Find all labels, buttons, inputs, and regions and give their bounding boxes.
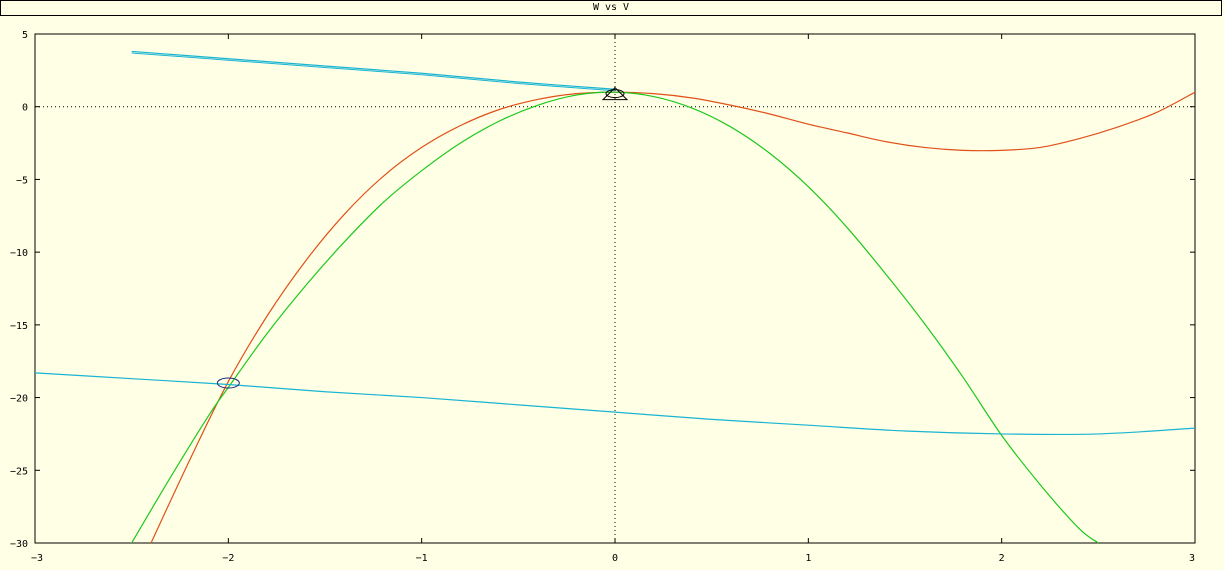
y-tick-label: 0 — [22, 103, 28, 114]
triangle-marker — [601, 86, 629, 101]
x-tick-label: −2 — [222, 553, 234, 564]
y-tick-label: −30 — [10, 539, 28, 550]
y-tick-label: −25 — [10, 466, 28, 477]
zero-reference-lines — [35, 34, 1195, 543]
series-4-line — [131, 50, 616, 90]
y-tick-label: −20 — [10, 394, 28, 405]
y-tick-label: 5 — [22, 30, 28, 41]
window-title-bar: W vs V — [0, 0, 1222, 16]
ellipse-marker — [216, 377, 240, 389]
x-tick-label: 2 — [999, 553, 1005, 564]
series-layer — [34, 50, 1196, 544]
series-4 — [131, 50, 616, 92]
tick-labels: −3 −2 −1 0 1 2 350−5−10−15−20−25−30 — [10, 30, 1195, 564]
series-2-line — [131, 91, 1099, 544]
series-3 — [34, 372, 1196, 436]
x-tick-label: 1 — [805, 553, 811, 564]
x-tick-label: −3 — [31, 553, 43, 564]
y-tick-label: −15 — [10, 321, 28, 332]
window-title: W vs V — [592, 2, 630, 13]
marker-layer — [216, 86, 629, 389]
x-tick-label: 0 — [612, 553, 618, 564]
x-tick-label: 3 — [1189, 553, 1195, 564]
axis-ticks — [34, 33, 1196, 544]
triangle-marker-ring — [605, 89, 625, 99]
series-2 — [131, 91, 1099, 544]
series-1 — [150, 91, 1196, 544]
series-1-line — [150, 91, 1196, 544]
y-tick-label: −5 — [16, 175, 28, 186]
x-tick-label: −1 — [416, 553, 428, 564]
y-tick-label: −10 — [10, 248, 28, 259]
series-4-line-shadow — [131, 52, 616, 92]
